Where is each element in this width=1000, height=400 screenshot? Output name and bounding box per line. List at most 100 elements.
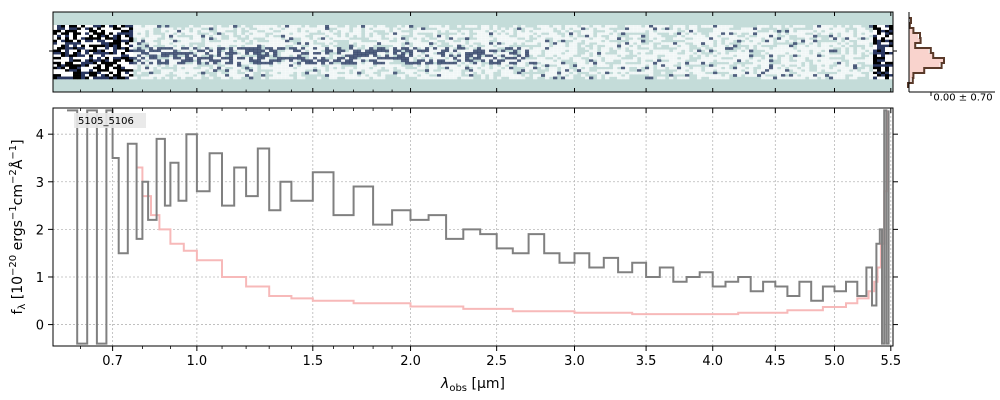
pixel-147-10 — [641, 49, 646, 53]
pixel-27-1 — [161, 27, 166, 31]
pixel-178-6 — [765, 39, 770, 43]
pixel-81-17 — [377, 66, 382, 70]
pixel-19-16 — [129, 64, 134, 68]
pixel-200-16 — [853, 64, 858, 68]
pixel-199-7 — [849, 42, 854, 45]
pixel-68-7 — [325, 42, 330, 45]
pixel-80-15 — [373, 61, 378, 65]
pixel-204-9 — [869, 47, 874, 50]
pixel-82-19 — [381, 71, 386, 75]
pixel-160-7 — [693, 42, 698, 45]
pixel-165-17 — [713, 66, 718, 70]
pixel-208-15 — [885, 61, 890, 65]
pixel-130-11 — [573, 52, 578, 55]
pixel-201-12 — [857, 54, 862, 58]
pixel-153-15 — [665, 61, 670, 65]
pixel-11-10 — [97, 49, 102, 53]
pixel-112-20 — [501, 74, 506, 77]
pixel-25-7 — [153, 42, 158, 45]
pixel-96-21 — [437, 76, 442, 80]
y-axis-subscript: λ — [17, 304, 28, 310]
pixel-96-7 — [437, 42, 442, 45]
pixel-194-18 — [829, 69, 834, 72]
pixel-20-2 — [133, 29, 138, 33]
pixel-169-12 — [729, 54, 734, 58]
pixel-9-10 — [89, 49, 94, 53]
pixel-203-6 — [865, 39, 870, 43]
pixel-136-21 — [597, 76, 602, 80]
pixel-146-2 — [637, 29, 642, 33]
pixel-139-12 — [609, 54, 614, 58]
pixel-132-14 — [581, 59, 586, 63]
pixel-34-11 — [189, 52, 194, 55]
pixel-208-3 — [885, 32, 890, 36]
pixel-116-1 — [517, 27, 522, 31]
pixel-35-12 — [193, 54, 198, 58]
pixel-16-14 — [117, 59, 122, 63]
pixel-55-0 — [273, 25, 278, 28]
pixel-163-6 — [705, 39, 710, 43]
pixel-130-10 — [573, 49, 578, 53]
pixel-5-0 — [73, 25, 78, 28]
pixel-114-1 — [509, 27, 514, 31]
pixel-63-1 — [305, 27, 310, 31]
pixel-201-4 — [857, 34, 862, 38]
pixel-149-8 — [649, 44, 654, 48]
pixel-163-10 — [705, 49, 710, 53]
pixel-176-6 — [757, 39, 762, 43]
pixel-35-4 — [193, 34, 198, 38]
pixel-190-15 — [813, 61, 818, 65]
pixel-88-13 — [405, 56, 410, 60]
pixel-95-8 — [433, 44, 438, 48]
pixel-108-3 — [485, 32, 490, 36]
pixel-80-4 — [373, 34, 378, 38]
pixel-30-15 — [173, 61, 178, 65]
pixel-175-13 — [753, 56, 758, 60]
pixel-175-5 — [753, 37, 758, 41]
pixel-99-17 — [449, 66, 454, 70]
pixel-65-13 — [313, 56, 318, 60]
pixel-4-18 — [69, 69, 74, 72]
pixel-10-2 — [93, 29, 98, 33]
pixel-106-9 — [477, 47, 482, 50]
pixel-208-9 — [885, 47, 890, 50]
pixel-92-4 — [421, 34, 426, 38]
pixel-73-21 — [345, 76, 350, 80]
pixel-62-17 — [301, 66, 306, 70]
pixel-110-0 — [493, 25, 498, 28]
pixel-12-10 — [101, 49, 106, 53]
pixel-56-7 — [277, 42, 282, 45]
pixel-102-12 — [461, 54, 466, 58]
pixel-58-4 — [285, 34, 290, 38]
y-unit-exp2: −1 — [8, 205, 19, 220]
pixel-79-10 — [369, 49, 374, 53]
pixel-33-18 — [185, 69, 190, 72]
pixel-74-9 — [349, 47, 354, 50]
pixel-39-1 — [209, 27, 214, 31]
pixel-169-11 — [729, 52, 734, 55]
pixel-137-19 — [601, 71, 606, 75]
pixel-196-2 — [837, 29, 842, 33]
pixel-34-17 — [189, 66, 194, 70]
pixel-98-14 — [445, 59, 450, 63]
pixel-99-14 — [449, 59, 454, 63]
pixel-73-18 — [345, 69, 350, 72]
pixel-90-9 — [413, 47, 418, 50]
pixel-91-7 — [417, 42, 422, 45]
pixel-4-6 — [69, 39, 74, 43]
pixel-209-1 — [889, 27, 894, 31]
pixel-166-7 — [717, 42, 722, 45]
pixel-95-14 — [433, 59, 438, 63]
pixel-76-18 — [357, 69, 362, 72]
pixel-30-14 — [173, 59, 178, 63]
pixel-16-8 — [117, 44, 122, 48]
pixel-55-18 — [273, 69, 278, 72]
pixel-16-18 — [117, 69, 122, 72]
pixel-139-0 — [609, 25, 614, 28]
pixel-11-18 — [97, 69, 102, 72]
pixel-58-5 — [285, 37, 290, 41]
pixel-47-4 — [241, 34, 246, 38]
pixel-67-1 — [321, 27, 326, 31]
pixel-43-15 — [225, 61, 230, 65]
